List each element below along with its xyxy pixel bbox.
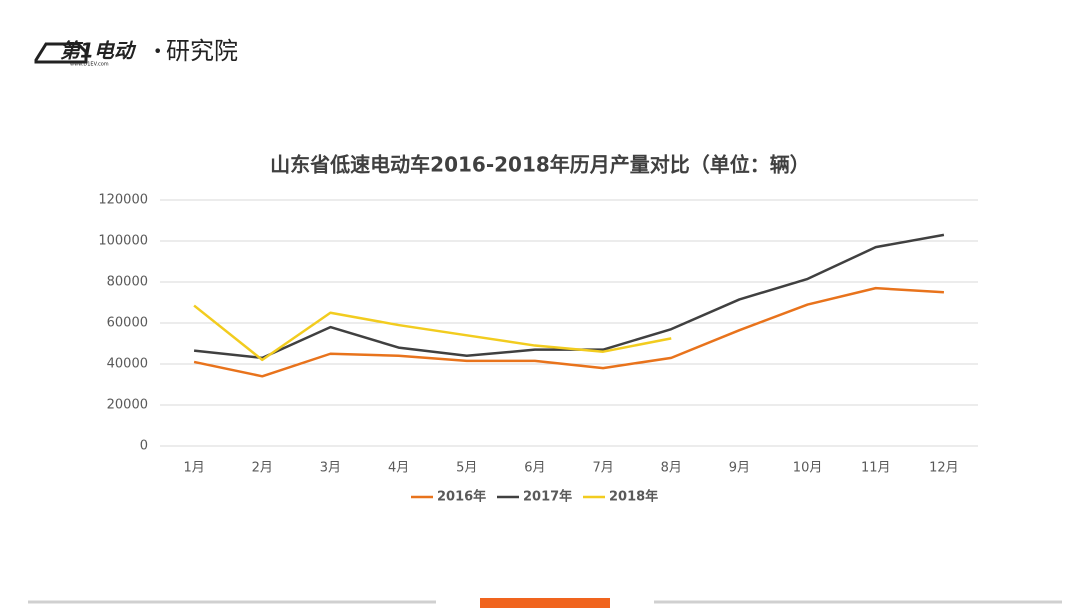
series-line bbox=[193, 233, 945, 360]
x-tick-label: 10月 bbox=[793, 461, 823, 476]
x-tick-label: 7月 bbox=[592, 461, 613, 476]
y-tick-label: 40000 bbox=[107, 357, 148, 372]
y-tick-label: 60000 bbox=[107, 316, 148, 331]
chart-title: 山东省低速电动车2016-2018年历月产量对比（单位：辆） bbox=[270, 153, 810, 177]
legend-label: 2018年 bbox=[609, 489, 658, 505]
logo-car bbox=[34, 42, 88, 64]
x-tick-label: 8月 bbox=[661, 461, 682, 476]
logo-department: 研究院 bbox=[166, 37, 238, 65]
x-tick-label: 2月 bbox=[252, 461, 273, 476]
footer-accent bbox=[480, 598, 610, 608]
logo-dot: • bbox=[153, 42, 162, 61]
legend-label: 2016年 bbox=[437, 489, 486, 505]
legend-label: 2017年 bbox=[523, 489, 572, 505]
y-tick-label: 100000 bbox=[98, 234, 148, 249]
logo-brand: 第1电动 bbox=[60, 39, 137, 63]
x-tick-label: 3月 bbox=[320, 461, 341, 476]
x-tick-label: 9月 bbox=[729, 461, 750, 476]
logo: 第1电动 www.D1EV.com • 研究院 bbox=[34, 37, 238, 68]
x-tick-label: 12月 bbox=[929, 461, 959, 476]
x-tick-label: 6月 bbox=[524, 461, 545, 476]
y-tick-label: 0 bbox=[140, 439, 148, 454]
logo-site: www.D1EV.com bbox=[70, 62, 109, 68]
x-tick-label: 1月 bbox=[183, 461, 204, 476]
x-tick-label: 11月 bbox=[861, 461, 891, 476]
series-line bbox=[193, 286, 944, 378]
x-tick-label: 4月 bbox=[388, 461, 409, 476]
y-tick-label: 20000 bbox=[107, 398, 148, 413]
y-tick-label: 120000 bbox=[98, 193, 148, 208]
x-tick-label: 5月 bbox=[456, 461, 477, 476]
y-tick-label: 80000 bbox=[107, 275, 148, 290]
series-line bbox=[193, 304, 672, 362]
